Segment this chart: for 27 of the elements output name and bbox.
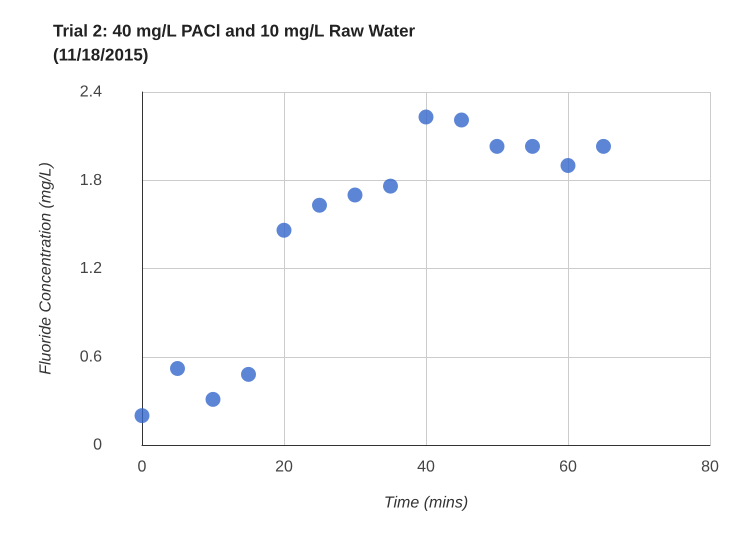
point	[383, 178, 398, 194]
y-tick-label: 0	[93, 436, 102, 454]
point	[525, 138, 540, 154]
x-tick-label: 20	[275, 458, 293, 476]
point	[241, 366, 256, 382]
y-tick-label: 2.4	[80, 84, 102, 100]
y-tick-label: 1.2	[80, 260, 102, 277]
point	[454, 112, 469, 128]
point	[348, 187, 362, 202]
point	[596, 138, 611, 154]
point	[418, 110, 434, 124]
x-tick-label: 40	[417, 458, 435, 476]
point	[134, 408, 150, 424]
y-tick-label: 0.6	[80, 348, 102, 366]
point	[276, 222, 292, 238]
x-tick-label: 60	[559, 458, 577, 476]
y-axis-title: Fluoride Concentration (mg/L)	[38, 162, 54, 375]
chart-title: Trial 2: 40 mg/L PACl and 10 mg/L Raw Water (11/18/2015)	[53, 22, 416, 64]
point	[170, 361, 185, 376]
x-tick-label: 0	[138, 458, 147, 476]
point	[206, 392, 220, 407]
y-tick-label: 1.8	[80, 172, 102, 189]
x-axis-title: Time (mins)	[384, 494, 468, 512]
x-tick-label: 80	[701, 458, 719, 476]
point	[560, 158, 576, 174]
point	[490, 138, 504, 154]
point	[312, 198, 327, 213]
